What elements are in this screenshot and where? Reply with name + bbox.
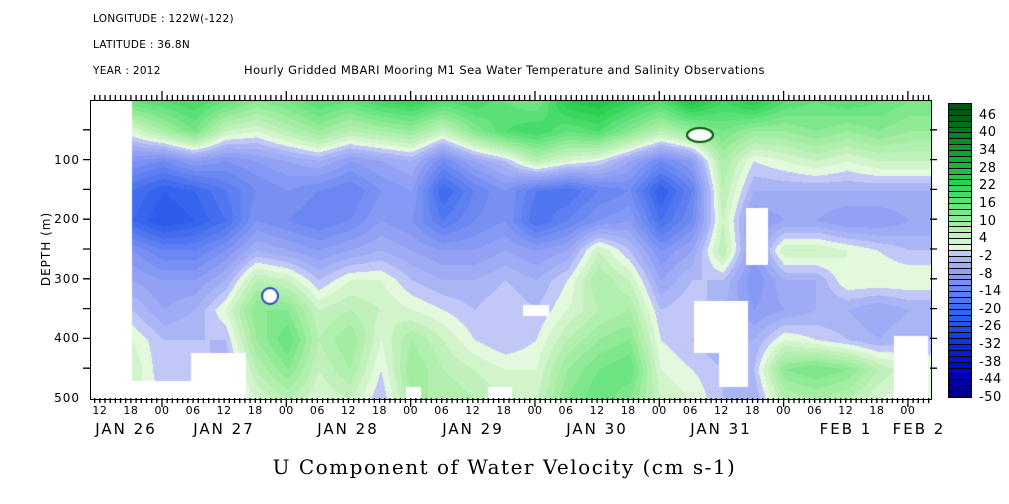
x-hour-label: 12 <box>838 404 854 417</box>
colorbar-label: -38 <box>979 354 1002 370</box>
colorbar-label: 28 <box>979 160 997 176</box>
colorbar-label: -44 <box>979 372 1002 388</box>
colorbar-label: -32 <box>979 337 1002 353</box>
plot-title: Hourly Gridded MBARI Mooring M1 Sea Wate… <box>244 63 765 77</box>
x-hour-label: 12 <box>589 404 605 417</box>
y-tick-label: 200 <box>54 212 80 227</box>
metadata-year: YEAR : 2012 <box>93 65 161 77</box>
x-hour-label: 18 <box>869 404 885 417</box>
x-date-label: JAN 30 <box>566 420 628 438</box>
y-tick-label: 100 <box>54 152 80 167</box>
x-hour-label: 06 <box>434 404 450 417</box>
colorbar-label: -2 <box>979 248 993 264</box>
colorbar-label: -50 <box>979 390 1002 405</box>
colorbar-label: 10 <box>979 213 997 229</box>
x-date-label: FEB 2 <box>892 420 946 438</box>
x-hour-label: 12 <box>713 404 729 417</box>
x-hour-label: 06 <box>682 404 698 417</box>
colorbar-label: -8 <box>979 266 993 282</box>
x-hour-label: 12 <box>340 404 356 417</box>
y-tick-label: 400 <box>54 331 80 346</box>
x-hour-label: 06 <box>807 404 823 417</box>
heatmap-canvas <box>91 101 931 399</box>
metadata-latitude: LATITUDE : 36.8N <box>93 39 191 51</box>
x-date-label: JAN 31 <box>690 420 752 438</box>
x-date-label: JAN 29 <box>442 420 504 438</box>
colorbar-label: -14 <box>979 284 1002 300</box>
x-hour-label: 06 <box>309 404 325 417</box>
x-date-label: JAN 26 <box>95 420 157 438</box>
colorbar <box>948 103 972 398</box>
x-hour-label: 12 <box>216 404 232 417</box>
colorbar-label: 46 <box>979 107 997 123</box>
x-hour-label: 00 <box>900 404 916 417</box>
x-hour-label: 12 <box>92 404 108 417</box>
x-hour-label: 18 <box>123 404 139 417</box>
colorbar-segment <box>948 391 972 398</box>
colorbar-label: -26 <box>979 319 1002 335</box>
colorbar-label: 22 <box>979 178 997 194</box>
x-axis-title: U Component of Water Velocity (cm s-1) <box>272 455 737 479</box>
colorbar-label: 4 <box>979 231 988 247</box>
x-hour-label: 00 <box>776 404 792 417</box>
x-date-label: JAN 27 <box>193 420 255 438</box>
x-hour-label: 00 <box>403 404 419 417</box>
x-hour-label: 00 <box>527 404 543 417</box>
colorbar-label: 34 <box>979 143 997 159</box>
y-tick-label: 500 <box>54 391 80 405</box>
x-hour-label: 06 <box>185 404 201 417</box>
x-hour-label: 00 <box>278 404 294 417</box>
x-hour-label: 18 <box>247 404 263 417</box>
x-hour-label: 18 <box>372 404 388 417</box>
x-hour-label: 12 <box>465 404 481 417</box>
x-hour-label: 18 <box>620 404 636 417</box>
y-tick-label: 300 <box>54 271 80 286</box>
x-date-label: JAN 28 <box>317 420 379 438</box>
x-hour-label: 00 <box>651 404 667 417</box>
x-date-label: FEB 1 <box>819 420 873 438</box>
x-hour-label: 18 <box>745 404 761 417</box>
metadata-longitude: LONGITUDE : 122W(-122) <box>93 13 234 25</box>
x-hour-label: 00 <box>154 404 170 417</box>
x-hour-label: 06 <box>558 404 574 417</box>
plot-area <box>90 100 932 400</box>
colorbar-label: 40 <box>979 125 997 141</box>
metadata-block: LONGITUDE : 122W(-122) LATITUDE : 36.8N … <box>93 13 234 78</box>
x-hour-label: 18 <box>496 404 512 417</box>
colorbar-label: 16 <box>979 195 997 211</box>
colorbar-label: -20 <box>979 301 1002 317</box>
